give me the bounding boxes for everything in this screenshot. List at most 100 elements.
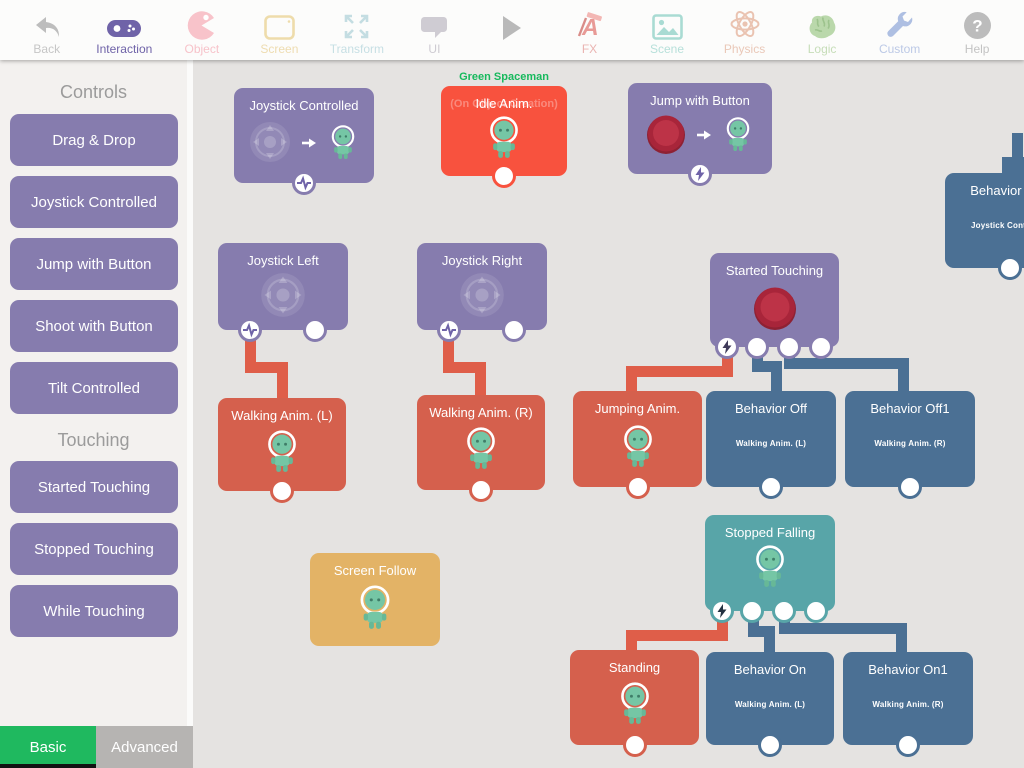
- behavior-sidebar: Controls Drag & Drop Joystick Controlled…: [0, 60, 193, 768]
- connector-stopped-behavior-on: [764, 626, 775, 655]
- sidebar-item-drag-drop[interactable]: Drag & Drop: [10, 114, 178, 166]
- svg-text:?: ?: [972, 17, 982, 36]
- port-pulse[interactable]: [292, 171, 316, 195]
- port-output[interactable]: [809, 335, 833, 359]
- node-joystick-controlled[interactable]: Joystick Controlled: [234, 88, 374, 195]
- connector-started-jumping: [626, 366, 637, 391]
- port-output[interactable]: [270, 479, 294, 503]
- joystick-icon: [259, 271, 307, 324]
- spaceman-icon: [617, 423, 659, 474]
- port-output[interactable]: [898, 475, 922, 499]
- port-bolt[interactable]: [715, 335, 739, 359]
- port-bolt[interactable]: [688, 162, 712, 186]
- port-output[interactable]: [622, 733, 647, 757]
- node-walking-anim-l[interactable]: Walking Anim. (L): [218, 398, 346, 503]
- connector-offscreen-behavior-on2: [1012, 133, 1023, 160]
- toolbar-item-play[interactable]: [473, 0, 551, 60]
- spaceman-icon: [483, 114, 525, 165]
- port-pulse[interactable]: [437, 318, 461, 342]
- toolbar-item-logic[interactable]: Logic: [783, 0, 861, 60]
- connector-offscreen-behavior-on2: [1002, 157, 1024, 175]
- toolbar-item-transform[interactable]: Transform: [318, 0, 396, 60]
- sidebar-item-shoot-with-button[interactable]: Shoot with Button: [10, 300, 178, 352]
- tab-advanced[interactable]: Advanced: [96, 726, 193, 768]
- port-output[interactable]: [303, 318, 327, 342]
- node-joystick-right[interactable]: Joystick Right: [417, 243, 547, 342]
- port-output[interactable]: [998, 256, 1022, 280]
- sidebar-item-while-touching[interactable]: While Touching: [10, 585, 178, 637]
- node-stopped-falling[interactable]: Stopped Falling: [705, 515, 835, 623]
- connector-stopped-standing: [626, 630, 637, 652]
- joystick-icon: [458, 271, 506, 324]
- node-screen-follow[interactable]: Screen Follow: [310, 553, 440, 646]
- object-label: Green Spaceman: [459, 71, 549, 83]
- port-output[interactable]: [772, 599, 796, 623]
- sidebar-item-started-touching[interactable]: Started Touching: [10, 461, 178, 513]
- port-output[interactable]: [745, 335, 769, 359]
- spaceman-icon: [460, 425, 502, 476]
- node-behavior-off[interactable]: Behavior Off Walking Anim. (L): [706, 391, 836, 499]
- top-toolbar: Back Interaction Object Screen Transform…: [0, 0, 1024, 60]
- connector-stopped-standing: [717, 605, 728, 641]
- node-jump-with-button[interactable]: Jump with Button: [628, 83, 772, 186]
- node-standing[interactable]: Standing: [570, 650, 699, 757]
- node-joystick-left[interactable]: Joystick Left: [218, 243, 348, 342]
- port-output[interactable]: [492, 164, 516, 188]
- port-output[interactable]: [804, 599, 828, 623]
- node-behavior-on1[interactable]: Behavior On1 Walking Anim. (R): [843, 652, 973, 757]
- connector-stopped-behavior-on1: [896, 623, 907, 655]
- toolbar-item-custom[interactable]: Custom: [861, 0, 939, 60]
- toolbar-item-back[interactable]: Back: [8, 0, 86, 60]
- node-walking-anim-r[interactable]: Walking Anim. (R): [417, 395, 545, 502]
- toolbar-item-physics[interactable]: Physics: [706, 0, 784, 60]
- arrow-icon: [301, 136, 317, 154]
- node-idle-anim[interactable]: (On Object Creation) Idle Anim.: [441, 86, 567, 188]
- toolbar-item-help[interactable]: ? Help: [938, 0, 1016, 60]
- sidebar-item-jump-with-button[interactable]: Jump with Button: [10, 238, 178, 290]
- toolbar-item-interaction[interactable]: Interaction: [86, 0, 164, 60]
- connector-stopped-standing: [626, 630, 728, 641]
- toolbar-item-ui[interactable]: UI: [396, 0, 474, 60]
- spaceman-icon: [614, 680, 656, 731]
- port-output[interactable]: [759, 475, 783, 499]
- pacman-icon: [187, 8, 217, 40]
- connector-stopped-behavior-on1: [779, 623, 907, 634]
- node-started-touching[interactable]: Started Touching: [710, 253, 839, 359]
- node-jumping-anim[interactable]: Jumping Anim.: [573, 391, 702, 499]
- sidebar-item-tilt-controlled[interactable]: Tilt Controlled: [10, 362, 178, 414]
- port-output[interactable]: [896, 733, 920, 757]
- red-button-icon: [752, 285, 798, 336]
- tab-basic[interactable]: Basic: [0, 726, 96, 768]
- toolbar-item-scene[interactable]: Scene: [628, 0, 706, 60]
- port-output[interactable]: [502, 318, 526, 342]
- tablet-icon: [264, 8, 295, 40]
- toolbar-item-fx[interactable]: A FX: [551, 0, 629, 60]
- port-output[interactable]: [758, 733, 782, 757]
- sidebar-section-controls: Controls: [59, 82, 128, 102]
- toolbar-item-object[interactable]: Object: [163, 0, 241, 60]
- play-icon: [499, 11, 524, 43]
- connector-joystick-right: [443, 362, 486, 373]
- joystick-icon: [248, 120, 292, 169]
- port-output[interactable]: [740, 599, 764, 623]
- spaceman-icon: [721, 115, 755, 158]
- node-behavior-on[interactable]: Behavior On Walking Anim. (L): [706, 652, 834, 757]
- node-behavior-on2[interactable]: Behavior On2 Joystick Controlled: [945, 173, 1024, 280]
- speech-bubble-icon: [420, 8, 448, 40]
- sidebar-section-touching: Touching: [57, 430, 130, 450]
- home-indicator-bar: [0, 764, 96, 768]
- spaceman-icon: [353, 583, 397, 636]
- port-output[interactable]: [469, 478, 493, 502]
- port-output[interactable]: [777, 335, 801, 359]
- sidebar-item-joystick-controlled[interactable]: Joystick Controlled: [10, 176, 178, 228]
- connector-started-behavior-off: [771, 361, 782, 391]
- sidebar-item-stopped-touching[interactable]: Stopped Touching: [10, 523, 178, 575]
- port-output[interactable]: [625, 475, 650, 499]
- back-icon: [32, 8, 62, 40]
- toolbar-item-screen[interactable]: Screen: [241, 0, 319, 60]
- wrench-icon: [885, 8, 914, 40]
- port-pulse[interactable]: [238, 318, 262, 342]
- port-bolt[interactable]: [710, 599, 734, 623]
- gamepad-icon: [106, 8, 142, 40]
- node-behavior-off1[interactable]: Behavior Off1 Walking Anim. (R): [845, 391, 975, 499]
